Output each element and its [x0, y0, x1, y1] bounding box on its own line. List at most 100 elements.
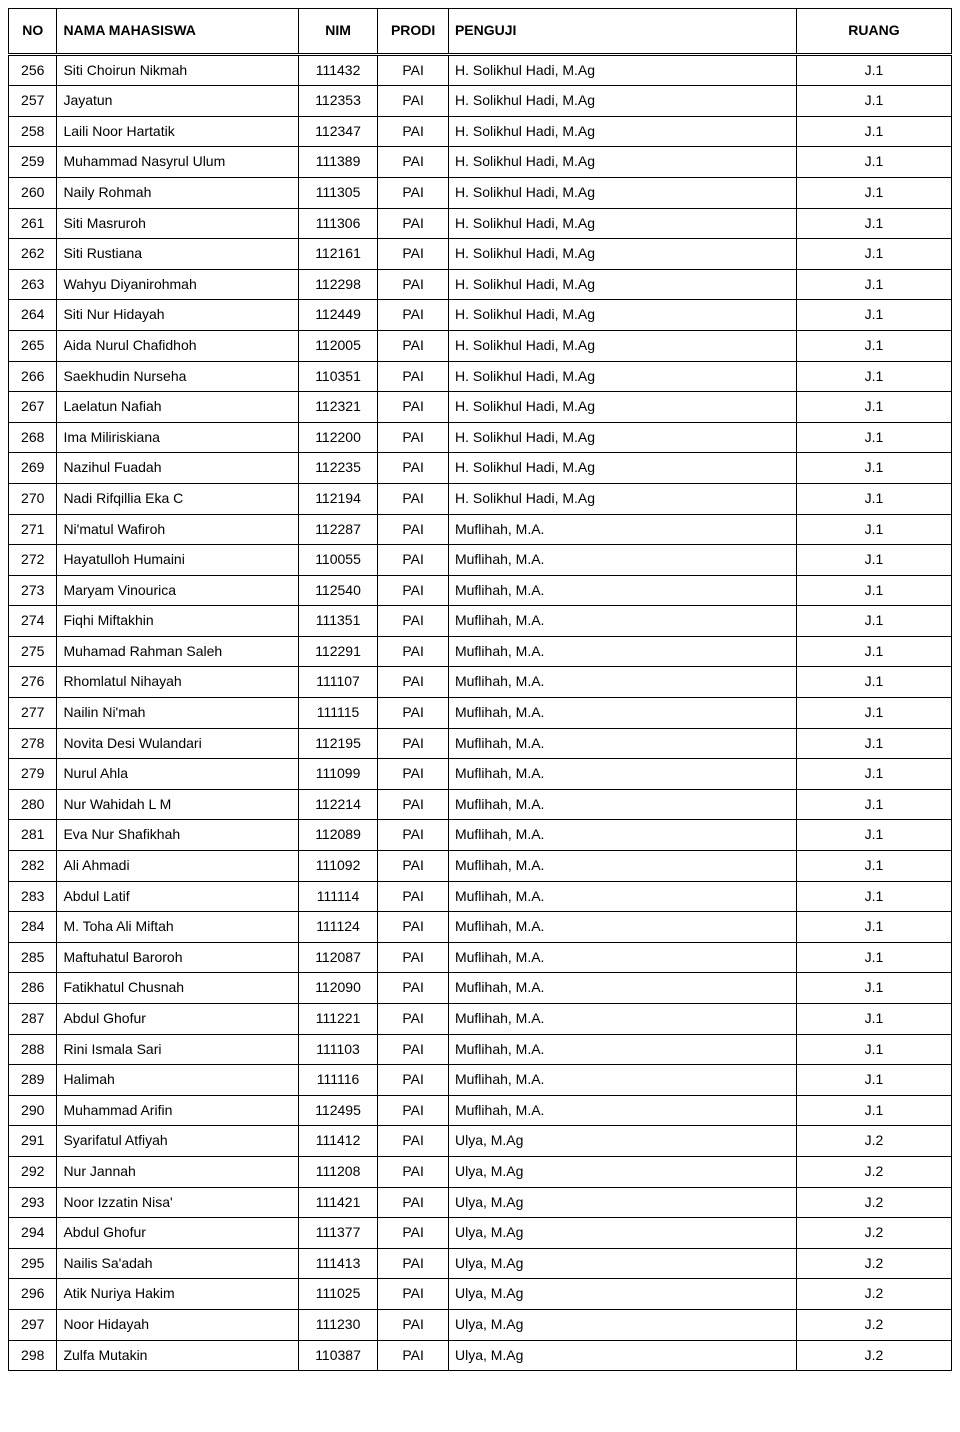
table-row: 284M. Toha Ali Miftah111124PAIMuflihah, … — [9, 912, 952, 943]
cell-prodi: PAI — [378, 1248, 449, 1279]
table-row: 276Rhomlatul Nihayah111107PAIMuflihah, M… — [9, 667, 952, 698]
cell-nim: 112195 — [298, 728, 378, 759]
table-row: 256Siti Choirun Nikmah111432PAIH. Solikh… — [9, 54, 952, 86]
table-row: 273Maryam Vinourica112540PAIMuflihah, M.… — [9, 575, 952, 606]
cell-nama: Wahyu Diyanirohmah — [57, 269, 298, 300]
cell-nim: 112214 — [298, 789, 378, 820]
cell-ruang: J.1 — [796, 759, 951, 790]
cell-ruang: J.1 — [796, 269, 951, 300]
cell-no: 269 — [9, 453, 57, 484]
cell-peng: H. Solikhul Hadi, M.Ag — [448, 453, 796, 484]
table-row: 283Abdul Latif111114PAIMuflihah, M.A.J.1 — [9, 881, 952, 912]
cell-nim: 111116 — [298, 1065, 378, 1096]
cell-peng: H. Solikhul Hadi, M.Ag — [448, 208, 796, 239]
cell-ruang: J.1 — [796, 1034, 951, 1065]
cell-ruang: J.1 — [796, 606, 951, 637]
table-row: 268Ima Miliriskiana112200PAIH. Solikhul … — [9, 422, 952, 453]
cell-no: 258 — [9, 116, 57, 147]
cell-nama: Nailis Sa'adah — [57, 1248, 298, 1279]
cell-peng: Ulya, M.Ag — [448, 1126, 796, 1157]
cell-peng: H. Solikhul Hadi, M.Ag — [448, 422, 796, 453]
cell-prodi: PAI — [378, 1279, 449, 1310]
cell-no: 284 — [9, 912, 57, 943]
cell-peng: Muflihah, M.A. — [448, 973, 796, 1004]
cell-prodi: PAI — [378, 514, 449, 545]
cell-nama: Nur Jannah — [57, 1156, 298, 1187]
table-row: 280Nur Wahidah L M112214PAIMuflihah, M.A… — [9, 789, 952, 820]
cell-nim: 111413 — [298, 1248, 378, 1279]
cell-ruang: J.1 — [796, 514, 951, 545]
cell-peng: Muflihah, M.A. — [448, 881, 796, 912]
cell-nim: 111377 — [298, 1218, 378, 1249]
cell-nim: 112449 — [298, 300, 378, 331]
col-header-ruang: RUANG — [796, 9, 951, 55]
cell-ruang: J.1 — [796, 698, 951, 729]
table-row: 293Noor Izzatin Nisa'111421PAIUlya, M.Ag… — [9, 1187, 952, 1218]
cell-prodi: PAI — [378, 1340, 449, 1371]
table-row: 275Muhamad Rahman Saleh112291PAIMuflihah… — [9, 636, 952, 667]
cell-nama: Saekhudin Nurseha — [57, 361, 298, 392]
cell-nim: 112353 — [298, 86, 378, 117]
cell-nama: Jayatun — [57, 86, 298, 117]
cell-nama: Siti Choirun Nikmah — [57, 54, 298, 86]
cell-peng: H. Solikhul Hadi, M.Ag — [448, 483, 796, 514]
cell-no: 278 — [9, 728, 57, 759]
cell-prodi: PAI — [378, 330, 449, 361]
cell-nim: 112194 — [298, 483, 378, 514]
cell-nama: Muhammad Nasyrul Ulum — [57, 147, 298, 178]
cell-no: 261 — [9, 208, 57, 239]
cell-prodi: PAI — [378, 54, 449, 86]
table-row: 278Novita Desi Wulandari112195PAIMufliha… — [9, 728, 952, 759]
cell-nim: 110055 — [298, 545, 378, 576]
col-header-nama: NAMA MAHASISWA — [57, 9, 298, 55]
table-row: 262Siti Rustiana112161PAIH. Solikhul Had… — [9, 239, 952, 270]
cell-peng: Ulya, M.Ag — [448, 1248, 796, 1279]
cell-nama: Halimah — [57, 1065, 298, 1096]
cell-nim: 111208 — [298, 1156, 378, 1187]
cell-peng: Muflihah, M.A. — [448, 545, 796, 576]
cell-prodi: PAI — [378, 728, 449, 759]
cell-peng: Muflihah, M.A. — [448, 606, 796, 637]
cell-no: 282 — [9, 851, 57, 882]
cell-peng: Muflihah, M.A. — [448, 789, 796, 820]
table-row: 288Rini Ismala Sari111103PAIMuflihah, M.… — [9, 1034, 952, 1065]
cell-peng: H. Solikhul Hadi, M.Ag — [448, 54, 796, 86]
cell-nama: Siti Rustiana — [57, 239, 298, 270]
cell-peng: H. Solikhul Hadi, M.Ag — [448, 300, 796, 331]
cell-nim: 112495 — [298, 1095, 378, 1126]
cell-nim: 111432 — [298, 54, 378, 86]
cell-ruang: J.1 — [796, 820, 951, 851]
cell-peng: H. Solikhul Hadi, M.Ag — [448, 177, 796, 208]
cell-nim: 112090 — [298, 973, 378, 1004]
cell-prodi: PAI — [378, 453, 449, 484]
table-row: 257Jayatun112353PAIH. Solikhul Hadi, M.A… — [9, 86, 952, 117]
cell-prodi: PAI — [378, 1309, 449, 1340]
table-row: 287Abdul Ghofur111221PAIMuflihah, M.A.J.… — [9, 1004, 952, 1035]
cell-nim: 112347 — [298, 116, 378, 147]
cell-no: 257 — [9, 86, 57, 117]
cell-ruang: J.1 — [796, 116, 951, 147]
table-row: 271Ni'matul Wafiroh112287PAIMuflihah, M.… — [9, 514, 952, 545]
table-row: 297Noor Hidayah111230PAIUlya, M.AgJ.2 — [9, 1309, 952, 1340]
cell-peng: Muflihah, M.A. — [448, 1004, 796, 1035]
cell-nama: Siti Nur Hidayah — [57, 300, 298, 331]
cell-prodi: PAI — [378, 422, 449, 453]
table-row: 263Wahyu Diyanirohmah112298PAIH. Solikhu… — [9, 269, 952, 300]
table-row: 259Muhammad Nasyrul Ulum111389PAIH. Soli… — [9, 147, 952, 178]
cell-peng: Muflihah, M.A. — [448, 1095, 796, 1126]
cell-ruang: J.1 — [796, 422, 951, 453]
cell-nim: 111306 — [298, 208, 378, 239]
cell-prodi: PAI — [378, 1187, 449, 1218]
cell-no: 288 — [9, 1034, 57, 1065]
cell-ruang: J.2 — [796, 1248, 951, 1279]
cell-no: 256 — [9, 54, 57, 86]
col-header-penguji: PENGUJI — [448, 9, 796, 55]
cell-no: 276 — [9, 667, 57, 698]
cell-no: 277 — [9, 698, 57, 729]
cell-ruang: J.2 — [796, 1279, 951, 1310]
table-row: 294Abdul Ghofur111377PAIUlya, M.AgJ.2 — [9, 1218, 952, 1249]
cell-nim: 112089 — [298, 820, 378, 851]
cell-ruang: J.1 — [796, 973, 951, 1004]
cell-no: 293 — [9, 1187, 57, 1218]
cell-nim: 112540 — [298, 575, 378, 606]
